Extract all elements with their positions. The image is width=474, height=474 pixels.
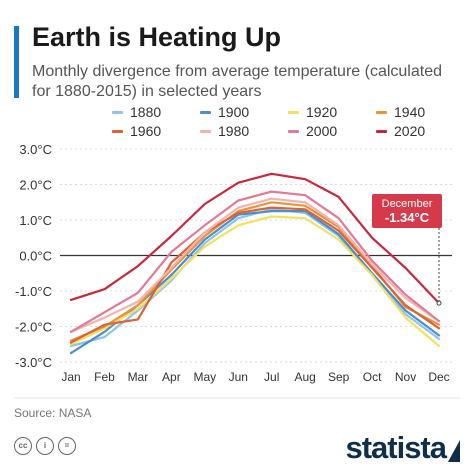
x-tick-label: May: [193, 370, 216, 384]
y-tick-label: 3.0°C: [19, 142, 52, 157]
brand-mark-icon: [448, 440, 460, 462]
series-line-2020: [69, 172, 441, 305]
legend-label: 1880: [130, 104, 162, 120]
license-icons: cc i =: [14, 437, 76, 455]
legend-swatch: [112, 129, 123, 133]
annotation-marker: [436, 300, 442, 306]
series-line-1920: [69, 215, 441, 348]
x-tick-label: Aug: [295, 370, 316, 384]
series-line-1980: [69, 197, 441, 333]
annotation-box: [372, 194, 442, 228]
x-tick-label: Dec: [428, 370, 449, 384]
y-tick-label: 1.0°C: [19, 213, 52, 228]
legend-swatch: [288, 110, 299, 114]
annotation-value: -1.34°C: [385, 210, 430, 225]
y-tick-label: -1.0°C: [15, 284, 52, 299]
chart-title: Earth is Heating Up: [32, 22, 282, 52]
y-tick-label: -3.0°C: [15, 355, 52, 370]
x-tick-label: Apr: [162, 370, 181, 384]
legend-item-1980: 1980: [200, 123, 288, 139]
statista-logo[interactable]: statista: [345, 430, 460, 466]
legend-item-1880: 1880: [112, 104, 200, 120]
chart-legend: 1880 1900 1920 1940 1960 1980 2000 2020: [112, 104, 462, 139]
x-tick-label: Feb: [94, 370, 115, 384]
series-line-2000: [69, 190, 441, 333]
legend-swatch: [376, 129, 387, 133]
legend-item-1900: 1900: [200, 104, 288, 120]
title-accent-bar: [14, 26, 19, 98]
series-line-1960: [69, 206, 441, 344]
legend-item-2000: 2000: [288, 123, 376, 139]
legend-swatch: [200, 110, 211, 114]
legend-swatch: [112, 110, 123, 114]
legend-label: 1920: [306, 104, 338, 120]
legend-swatch: [288, 129, 299, 133]
x-tick-label: Oct: [363, 370, 382, 384]
legend-label: 1940: [394, 104, 426, 120]
legend-label: 1900: [218, 104, 250, 120]
x-tick-label: Mar: [128, 370, 149, 384]
creative-commons-icon[interactable]: cc: [14, 437, 32, 455]
legend-item-1940: 1940: [376, 104, 464, 120]
legend-label: 2020: [394, 123, 426, 139]
legend-swatch: [200, 129, 211, 133]
x-tick-label: Jun: [229, 370, 248, 384]
attribution-icon[interactable]: i: [36, 437, 54, 455]
legend-item-2020: 2020: [376, 123, 464, 139]
y-tick-label: 2.0°C: [19, 178, 52, 193]
legend-label: 1980: [218, 123, 250, 139]
x-tick-label: Jan: [61, 370, 80, 384]
annotation-label: December: [382, 198, 433, 210]
x-tick-label: Jul: [264, 370, 279, 384]
brand-name: statista: [345, 430, 447, 465]
x-tick-label: Sep: [328, 370, 350, 384]
legend-item-1920: 1920: [288, 104, 376, 120]
y-tick-label: -2.0°C: [15, 320, 52, 335]
legend-item-1960: 1960: [112, 123, 200, 139]
y-tick-label: 0.0°C: [19, 249, 52, 264]
legend-label: 2000: [306, 123, 338, 139]
x-tick-label: Nov: [395, 370, 416, 384]
source-note: Source: NASA: [14, 406, 92, 420]
no-derivatives-icon[interactable]: =: [58, 437, 76, 455]
chart-subtitle: Monthly divergence from average temperat…: [32, 63, 442, 100]
legend-swatch: [376, 110, 387, 114]
legend-label: 1960: [130, 123, 162, 139]
